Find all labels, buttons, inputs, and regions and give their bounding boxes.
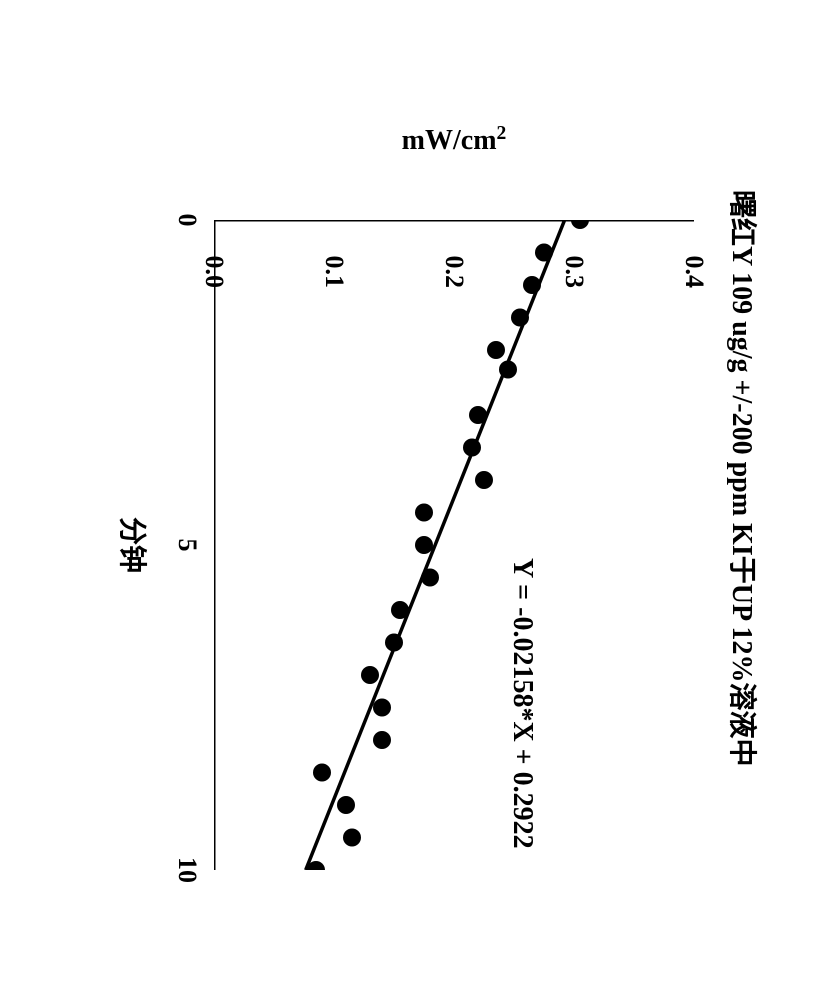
data-point — [313, 764, 331, 782]
data-point — [385, 634, 403, 652]
chart-title: 曙红Y 109 ug/g +/-200 ppm KI于UP 12%溶液中 — [724, 190, 764, 767]
data-point — [361, 666, 379, 684]
data-point — [469, 406, 487, 424]
data-point — [391, 601, 409, 619]
data-point — [571, 220, 589, 229]
plot-area — [214, 220, 694, 870]
y-tick-label: 0.2 — [439, 256, 469, 289]
x-tick-label: 10 — [172, 857, 202, 883]
y-tick-label: 0.3 — [559, 256, 589, 289]
data-point — [511, 309, 529, 327]
regression-equation: Y = -0.02158*X + 0.2922 — [506, 558, 538, 849]
data-point — [475, 471, 493, 489]
data-point — [463, 439, 481, 457]
chart-container: 曙红Y 109 ug/g +/-200 ppm KI于UP 12%溶液中 mW/… — [54, 50, 774, 950]
data-point — [523, 276, 541, 294]
data-point — [337, 796, 355, 814]
data-point — [499, 361, 517, 379]
x-tick-label: 5 — [172, 539, 202, 552]
data-point — [487, 341, 505, 359]
data-point — [535, 244, 553, 262]
data-point — [343, 829, 361, 847]
data-point — [373, 699, 391, 717]
y-tick-label: 0.1 — [319, 256, 349, 289]
data-point — [373, 731, 391, 749]
x-tick-label: 0 — [172, 214, 202, 227]
y-tick-label: 0.4 — [679, 256, 709, 289]
data-point — [421, 569, 439, 587]
x-axis-label: 分钟 — [114, 517, 154, 573]
data-point — [415, 536, 433, 554]
y-tick-label: 0.0 — [199, 256, 229, 289]
data-point — [415, 504, 433, 522]
y-axis-label: mW/cm2 — [402, 123, 507, 157]
